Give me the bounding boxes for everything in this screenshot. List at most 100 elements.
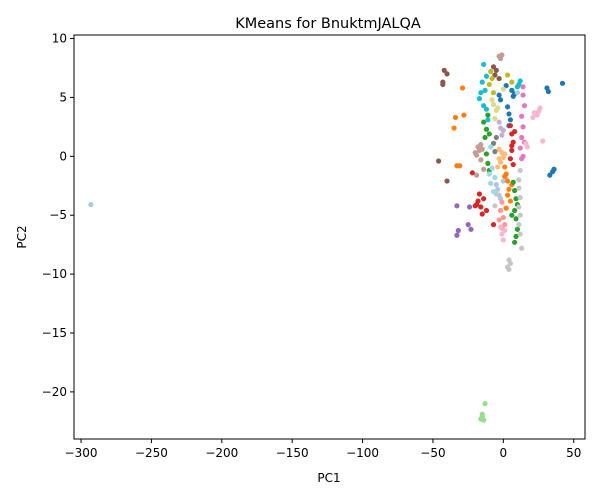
data-point-cluster-6-8 — [476, 191, 483, 197]
data-point-cluster-15-13 — [516, 177, 522, 183]
data-point-cluster-4-3 — [485, 112, 491, 118]
data-point-cluster-19-1 — [488, 180, 494, 187]
data-point-cluster-6-0 — [507, 123, 513, 129]
data-point-cluster-11-3 — [478, 157, 484, 163]
data-point-cluster-4-14 — [514, 226, 521, 232]
data-point-cluster-6-6 — [509, 143, 515, 149]
data-point-cluster-10-1 — [444, 71, 450, 77]
data-point-cluster-6-15 — [472, 203, 478, 209]
data-point-cluster-18-7 — [481, 103, 487, 109]
data-point-cluster-5-3 — [482, 401, 488, 407]
y-tick-label: 5 — [59, 90, 67, 104]
data-point-cluster-10-9 — [490, 64, 497, 70]
data-point-cluster-8-0 — [454, 203, 460, 209]
data-point-cluster-10-3 — [440, 79, 446, 85]
data-point-cluster-3-1 — [497, 159, 504, 165]
data-point-cluster-16-1 — [489, 75, 495, 82]
data-point-cluster-4-10 — [513, 196, 519, 202]
data-point-cluster-2-6 — [502, 164, 508, 170]
data-point-cluster-16-5 — [509, 79, 515, 85]
data-point-cluster-8-4 — [465, 222, 471, 228]
data-point-cluster-4-13 — [513, 216, 519, 222]
data-point-cluster-15-2 — [516, 204, 522, 210]
data-point-cluster-9-3 — [500, 127, 506, 134]
data-point-cluster-9-1 — [499, 132, 505, 138]
data-point-cluster-6-13 — [481, 196, 487, 202]
data-point-cluster-12-4 — [520, 124, 526, 130]
data-point-cluster-7-5 — [502, 222, 508, 228]
data-point-cluster-14-2 — [493, 134, 499, 141]
data-point-cluster-9-2 — [496, 119, 502, 125]
data-point-cluster-15-1 — [517, 194, 523, 201]
data-point-cluster-8-2 — [454, 232, 460, 238]
y-tick-label: 0 — [59, 149, 67, 163]
data-point-cluster-10-8 — [496, 75, 502, 82]
data-point-cluster-19-0 — [486, 171, 492, 177]
data-point-cluster-14-1 — [492, 149, 498, 155]
data-point-cluster-19-6 — [488, 144, 494, 150]
data-point-cluster-2-12 — [503, 205, 509, 211]
y-tick-label: −5 — [49, 208, 67, 222]
y-tick-label: −20 — [42, 385, 67, 399]
data-point-cluster-18-2 — [479, 79, 485, 85]
data-point-cluster-18-11 — [483, 106, 490, 112]
x-tick-label: −100 — [346, 446, 379, 460]
data-point-cluster-18-9 — [517, 78, 523, 84]
data-point-cluster-0-0 — [559, 80, 566, 86]
data-point-cluster-6-17 — [483, 207, 490, 214]
data-point-cluster-12-6 — [517, 145, 523, 151]
data-point-cluster-10-0 — [441, 67, 447, 73]
x-tick-label: −250 — [135, 446, 168, 460]
data-point-cluster-15-3 — [517, 212, 523, 218]
data-point-cluster-4-0 — [483, 126, 490, 132]
data-point-cluster-6-4 — [507, 156, 513, 162]
data-point-cluster-18-0 — [481, 61, 487, 68]
data-point-cluster-10-7 — [493, 67, 499, 73]
data-point-cluster-7-0 — [499, 199, 505, 205]
data-point-cluster-11-11 — [474, 172, 480, 178]
data-point-cluster-2-0 — [459, 85, 466, 91]
data-point-cluster-11-5 — [472, 150, 478, 156]
data-point-cluster-18-4 — [478, 90, 484, 96]
data-point-cluster-7-4 — [496, 217, 502, 223]
x-tick-label: −150 — [276, 446, 309, 460]
data-point-cluster-6-14 — [469, 170, 475, 176]
data-point-cluster-12-0 — [520, 84, 526, 90]
data-point-cluster-0-3 — [509, 87, 515, 93]
data-point-cluster-18-1 — [483, 73, 490, 79]
data-point-cluster-18-6 — [485, 117, 491, 123]
data-point-cluster-0-9 — [504, 104, 511, 110]
data-point-cluster-6-10 — [478, 204, 484, 210]
data-point-cluster-4-5 — [483, 151, 490, 157]
data-point-cluster-15-11 — [492, 203, 498, 209]
data-point-cluster-4-8 — [510, 179, 516, 185]
y-axis-ticks: 10 5 0 −5 −10 −15 −20 — [42, 32, 74, 399]
data-point-cluster-17-5 — [500, 86, 506, 92]
data-point-cluster-0-14 — [496, 92, 502, 98]
plot-frame — [73, 34, 586, 440]
y-tick-label: −15 — [42, 326, 67, 340]
data-point-cluster-4-12 — [512, 207, 518, 214]
data-point-cluster-1-4 — [493, 181, 499, 188]
data-point-cluster-15-4 — [516, 222, 522, 228]
y-tick-label: −10 — [42, 267, 67, 281]
data-point-cluster-13-4 — [540, 138, 546, 144]
x-tick-label: −200 — [205, 446, 238, 460]
data-point-cluster-6-11 — [479, 211, 485, 217]
data-point-cluster-4-1 — [486, 131, 492, 137]
data-point-cluster-2-8 — [504, 178, 511, 184]
data-point-cluster-2-9 — [506, 186, 512, 192]
data-point-cluster-16-2 — [486, 81, 492, 88]
data-point-cluster-17-0 — [490, 101, 497, 108]
data-point-cluster-4-15 — [513, 233, 519, 240]
data-point-cluster-11-10 — [499, 52, 505, 58]
data-point-cluster-1-1 — [495, 186, 501, 192]
data-point-cluster-10-5 — [444, 178, 450, 184]
data-point-cluster-14-0 — [490, 140, 497, 146]
data-point-cluster-2-10 — [504, 192, 511, 198]
data-point-cluster-5-4 — [481, 417, 487, 423]
data-point-cluster-3-6 — [502, 151, 508, 157]
data-point-cluster-13-7 — [500, 237, 506, 243]
data-point-cluster-11-4 — [479, 146, 485, 152]
data-point-cluster-12-9 — [519, 156, 525, 162]
